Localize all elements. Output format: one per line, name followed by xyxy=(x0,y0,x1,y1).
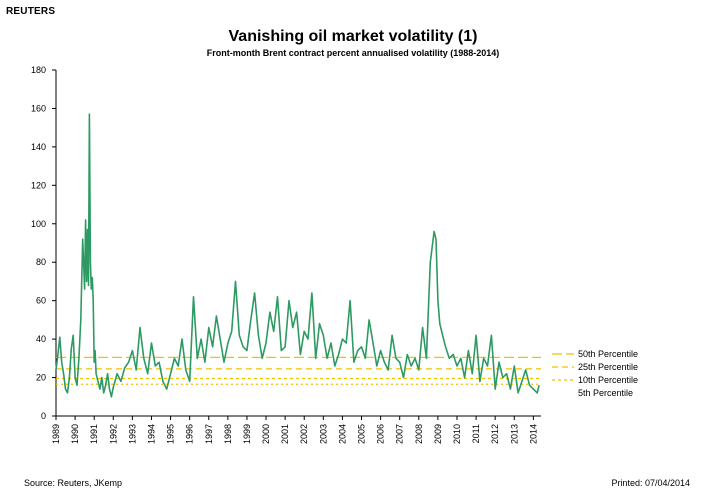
chart-title: Vanishing oil market volatility (1) xyxy=(228,28,478,45)
source-note: Source: Reuters, JKemp xyxy=(24,478,123,488)
x-tick-label: 1992 xyxy=(108,424,118,444)
x-tick-label: 2011 xyxy=(471,424,481,443)
y-tick-label: 0 xyxy=(41,411,46,421)
x-tick-label: 2001 xyxy=(280,424,290,444)
y-tick-label: 80 xyxy=(36,257,46,267)
x-tick-label: 2008 xyxy=(414,424,424,444)
volatility-series xyxy=(55,113,540,398)
x-tick-label: 2006 xyxy=(376,424,386,444)
legend-label: 5th Percentile xyxy=(578,388,633,398)
chart-subtitle: Front-month Brent contract percent annua… xyxy=(206,48,500,58)
x-tick-label: 2012 xyxy=(490,424,500,444)
y-tick-label: 160 xyxy=(31,103,46,113)
volatility-line xyxy=(55,113,540,398)
legend-label: 10th Percentile xyxy=(578,375,638,385)
x-tick-label: 2013 xyxy=(509,424,519,444)
x-tick-label: 1993 xyxy=(127,424,137,444)
legend-label: 25th Percentile xyxy=(578,362,638,372)
x-tick-label: 1991 xyxy=(89,424,99,444)
y-tick-label: 140 xyxy=(31,142,46,152)
x-tick-label: 2010 xyxy=(452,424,462,444)
x-tick-label: 1997 xyxy=(204,424,214,444)
y-tick-label: 180 xyxy=(31,65,46,75)
x-tick-label: 1996 xyxy=(185,424,195,444)
brand-logo: REUTERS xyxy=(6,6,56,17)
y-tick-label: 120 xyxy=(31,180,46,190)
x-tick-label: 2004 xyxy=(337,424,347,444)
y-tick-label: 20 xyxy=(36,373,46,383)
x-tick-label: 2009 xyxy=(433,424,443,444)
y-tick-label: 40 xyxy=(36,334,46,344)
chart-legend: 50th Percentile 25th Percentile 10th Perce… xyxy=(552,349,638,398)
x-tick-label: 2014 xyxy=(528,424,538,444)
x-tick-label: 2007 xyxy=(395,424,405,444)
x-tick-label: 2002 xyxy=(299,424,309,444)
x-tick-label: 1995 xyxy=(166,424,176,444)
y-tick-label: 60 xyxy=(36,296,46,306)
x-tick-label: 2000 xyxy=(261,424,271,444)
x-tick-label: 1989 xyxy=(51,424,61,444)
chart-axes: 0 20 40 60 80 100 120 140 160 180 1989 1990 1991 1992… xyxy=(31,65,541,444)
x-tick-label: 2005 xyxy=(357,424,367,444)
legend-label: 50th Percentile xyxy=(578,349,638,359)
x-tick-label: 2003 xyxy=(318,424,328,444)
printed-date: Printed: 07/04/2014 xyxy=(611,478,690,488)
x-tick-label: 1990 xyxy=(70,424,80,444)
y-tick-label: 100 xyxy=(31,219,46,229)
x-tick-label: 1994 xyxy=(146,424,156,444)
x-tick-label: 1999 xyxy=(242,424,252,444)
x-tick-label: 1998 xyxy=(223,424,233,444)
